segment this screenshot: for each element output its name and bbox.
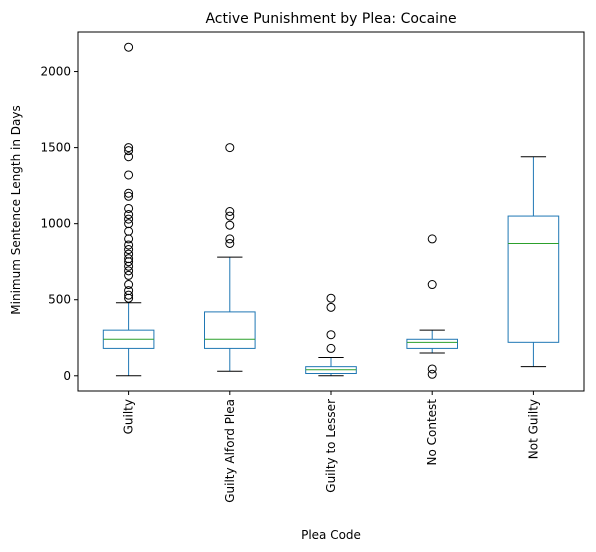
outlier-point [326, 302, 336, 312]
outlier-point [124, 286, 134, 296]
outlier-point [124, 290, 134, 300]
box [507, 215, 560, 343]
outlier-point [326, 330, 336, 340]
outlier-point [124, 152, 134, 162]
outlier-point [225, 220, 235, 230]
chart-title: Active Punishment by Plea: Cocaine [205, 11, 456, 27]
y-tick-label: 1000 [40, 217, 71, 231]
outlier-point [124, 280, 134, 290]
outlier-point [427, 369, 437, 379]
outlier-point [225, 238, 235, 248]
outlier-point [124, 146, 134, 156]
outlier-point [124, 254, 134, 264]
outlier-point [124, 214, 134, 224]
outlier-point [427, 364, 437, 374]
outlier-point [124, 245, 134, 255]
outlier-point [225, 211, 235, 221]
box [204, 311, 256, 349]
x-tick-label: Guilty to Lesser [324, 399, 338, 493]
plot-area: 0 500 1000 1500 2000 Guilty Guilty Alford Plea… [40, 31, 585, 503]
x-axis-label: Plea Code [301, 528, 361, 542]
outlier-point [124, 170, 134, 180]
outlier-point [225, 234, 235, 244]
y-tick-label: 2000 [40, 65, 71, 79]
outlier-point [124, 266, 134, 276]
outlier-point [124, 249, 134, 259]
outlier-point [124, 234, 134, 244]
outlier-point [124, 191, 134, 201]
outlier-point [124, 261, 134, 271]
plot-frame [77, 31, 585, 392]
outlier-point [225, 207, 235, 216]
outlier-point [124, 219, 134, 229]
y-tick-label: 500 [48, 293, 71, 307]
outlier-point [124, 188, 134, 198]
outlier-point [427, 234, 437, 244]
y-axis-label: Minimum Sentence Length in Days [9, 105, 23, 314]
x-tick-label: Not Guilty [526, 399, 540, 459]
outlier-point [124, 143, 134, 153]
outlier-point [326, 293, 336, 303]
outlier-point [124, 42, 134, 52]
outlier-point [124, 226, 134, 236]
outlier-point [326, 343, 336, 353]
outlier-point [124, 210, 134, 220]
x-tick-label: Guilty Alford Plea [223, 399, 237, 503]
outlier-point [427, 280, 437, 290]
y-tick-label: 1500 [40, 141, 71, 155]
box [406, 338, 458, 349]
x-tick-label: Guilty [122, 399, 136, 434]
x-tick-label: No Contest [425, 399, 439, 466]
outlier-point [124, 240, 134, 250]
outlier-point [124, 270, 134, 280]
outlier-point [124, 203, 134, 213]
outlier-point [225, 143, 235, 153]
y-tick-label: 0 [63, 369, 71, 383]
